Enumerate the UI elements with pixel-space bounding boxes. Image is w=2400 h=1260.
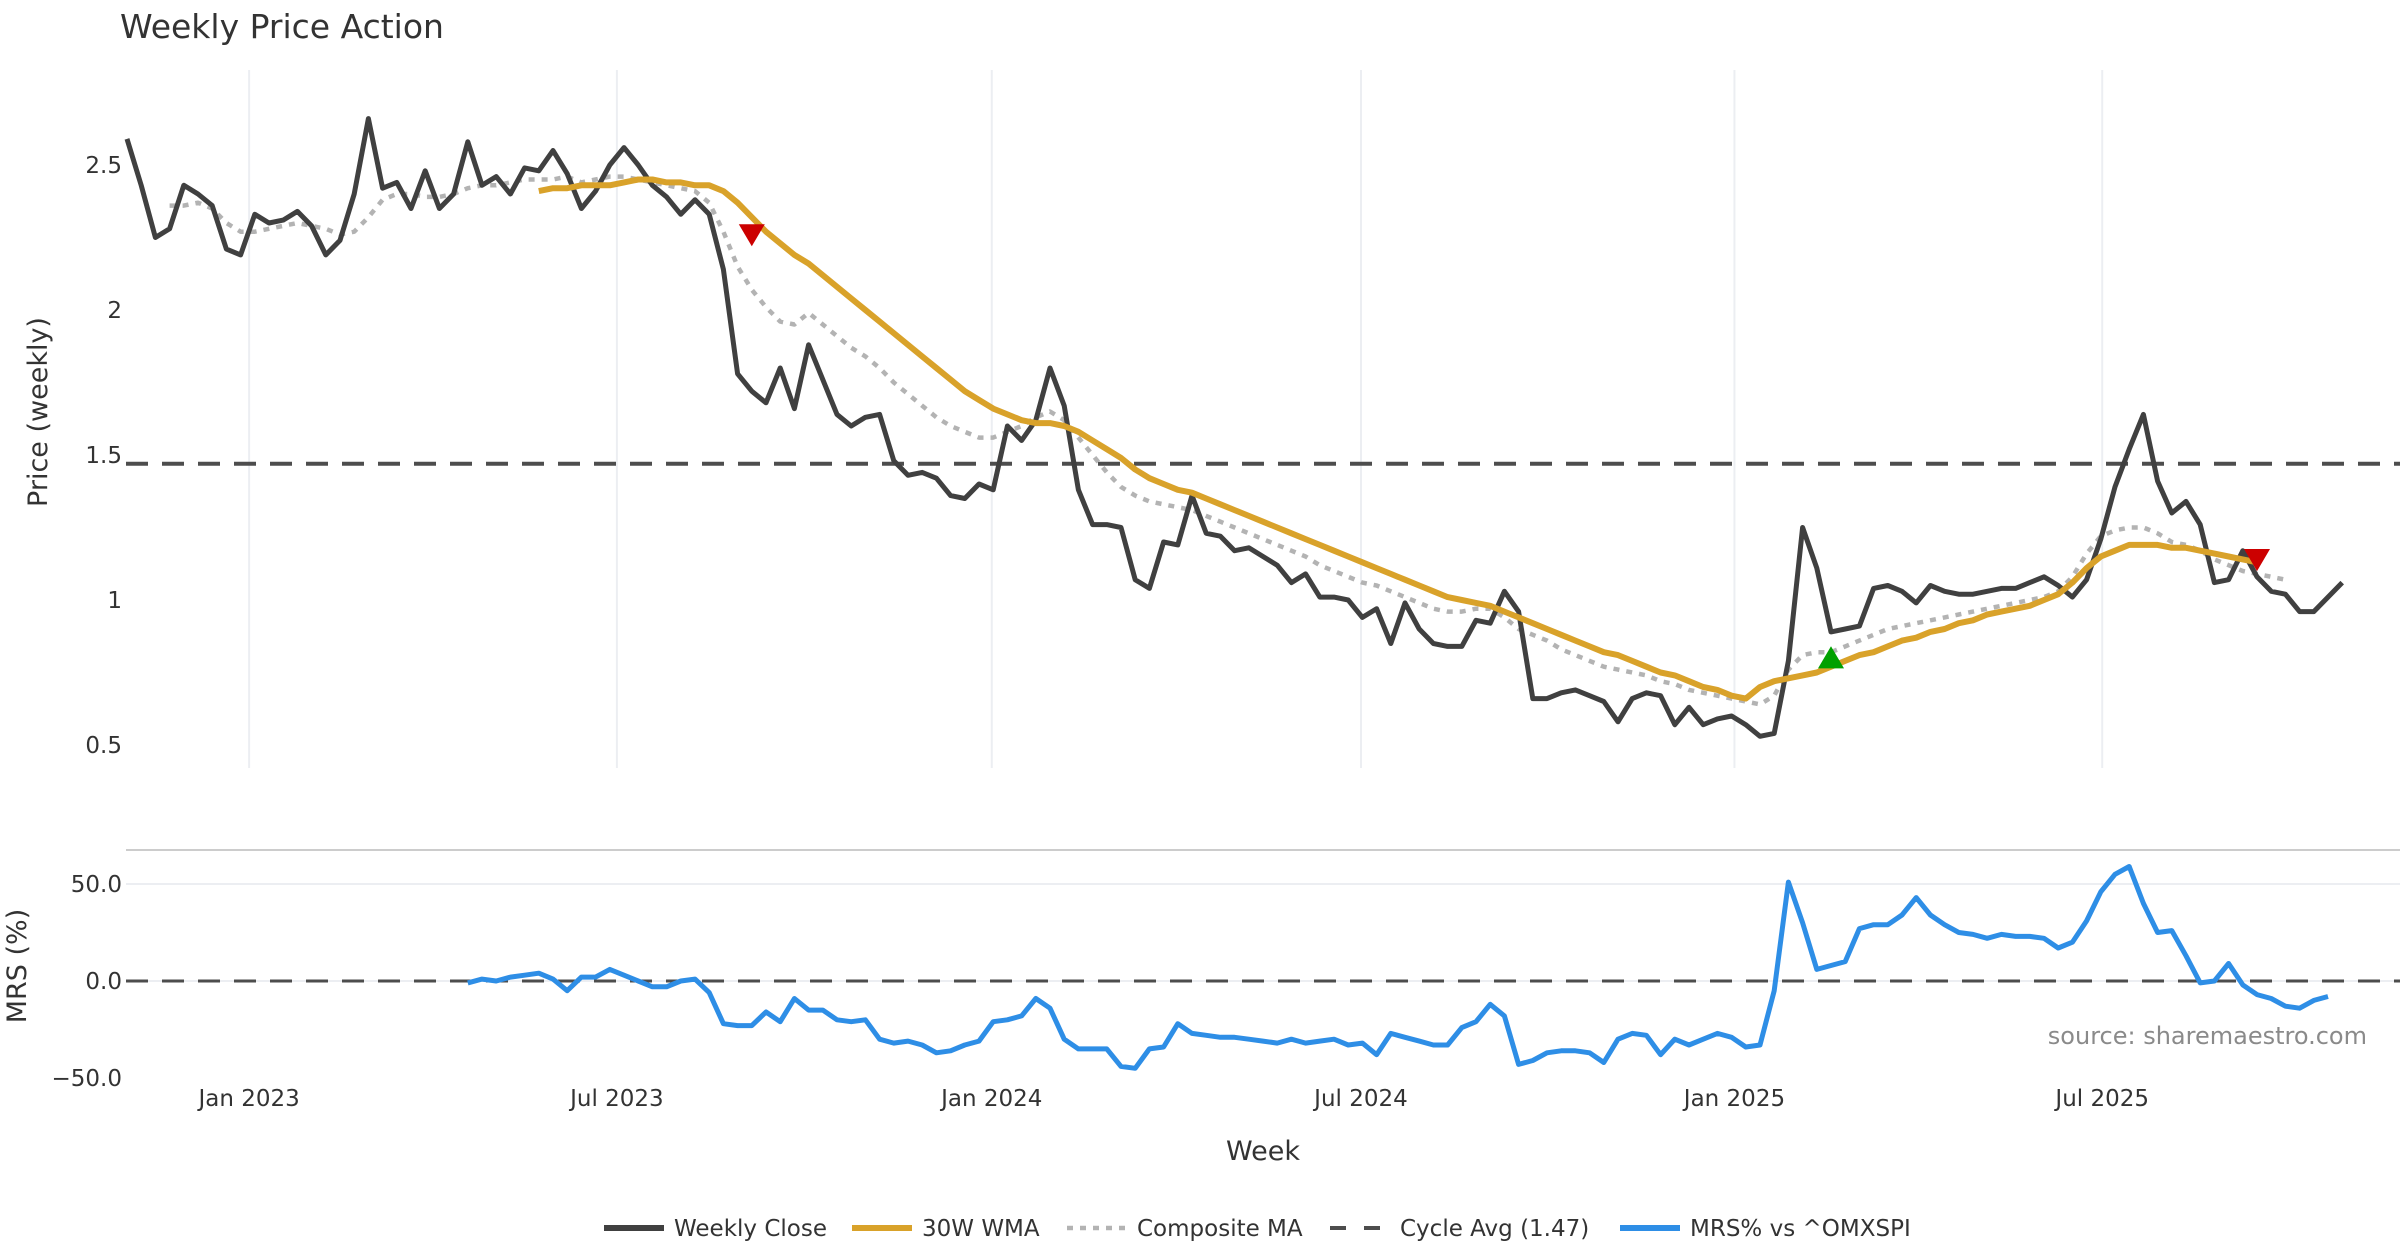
mrs-y-tick-label: −50.0	[52, 1066, 122, 1092]
mrs-y-axis-title: MRS (%)	[2, 909, 33, 1024]
legend-item: Composite MA	[1067, 1216, 1303, 1242]
mrs-y-ticks: −50.0 0.0 50.0	[52, 872, 122, 1092]
x-axis-title: Week	[1226, 1136, 1300, 1167]
x-tick-label: Jan 2023	[196, 1086, 299, 1112]
wma-30w-line	[538, 176, 2258, 702]
legend-label: MRS% vs ^OMXSPI	[1690, 1216, 1911, 1242]
sell-signal-marker	[2244, 549, 2270, 572]
mrs-line	[467, 864, 2329, 1071]
legend-label: Weekly Close	[674, 1216, 827, 1242]
legend-item: Weekly Close	[604, 1216, 827, 1242]
legend-label: 30W WMA	[922, 1216, 1040, 1242]
price-y-ticks: 0.5 1 1.5 2 2.5	[85, 153, 122, 759]
x-tick-label: Jan 2024	[939, 1086, 1042, 1112]
mrs-y-tick-label: 0.0	[85, 969, 122, 995]
legend-item: MRS% vs ^OMXSPI	[1620, 1216, 1911, 1242]
x-tick-labels: Jan 2023 Jul 2023 Jan 2024 Jul 2024 Jan 2025…	[196, 1086, 2149, 1112]
price-y-tick-label: 1.5	[85, 443, 122, 469]
mrs-series	[126, 864, 2400, 1071]
buy-signal-marker	[1818, 646, 1844, 669]
legend: Weekly Close 30W WMA Composite MA Cycle Avg…	[604, 1216, 1911, 1242]
legend-label: Cycle Avg (1.47)	[1400, 1216, 1589, 1242]
price-series	[124, 116, 2400, 739]
x-tick-label: Jul 2023	[568, 1086, 664, 1112]
weekly-close-line	[124, 116, 2344, 739]
mrs-panel: −50.0 0.0 50.0 MRS (%) source: sharemaestr…	[2, 849, 2400, 1092]
source-note: source: sharemaestro.com	[2048, 1022, 2367, 1050]
price-y-tick-label: 0.5	[85, 733, 122, 759]
legend-item: 30W WMA	[852, 1216, 1040, 1242]
chart-title: Weekly Price Action	[120, 7, 444, 46]
sell-signal-marker	[738, 224, 765, 247]
signal-markers	[738, 224, 2270, 669]
mrs-y-tick-label: 50.0	[71, 872, 122, 898]
x-tick-label: Jul 2024	[1312, 1086, 1408, 1112]
price-y-axis-title: Price (weekly)	[23, 317, 54, 507]
price-panel: 0.5 1 1.5 2 2.5 Price (weekly)	[23, 70, 2400, 768]
price-y-tick-label: 2	[107, 298, 122, 324]
x-tick-label: Jan 2025	[1682, 1086, 1785, 1112]
legend-label: Composite MA	[1137, 1216, 1303, 1242]
price-y-tick-label: 2.5	[85, 153, 122, 179]
composite-ma-line	[169, 174, 2286, 707]
x-tick-label: Jul 2025	[2053, 1086, 2149, 1112]
legend-item: Cycle Avg (1.47)	[1330, 1216, 1589, 1242]
price-y-tick-label: 1	[107, 588, 122, 614]
mrs-gridlines	[126, 883, 2400, 982]
